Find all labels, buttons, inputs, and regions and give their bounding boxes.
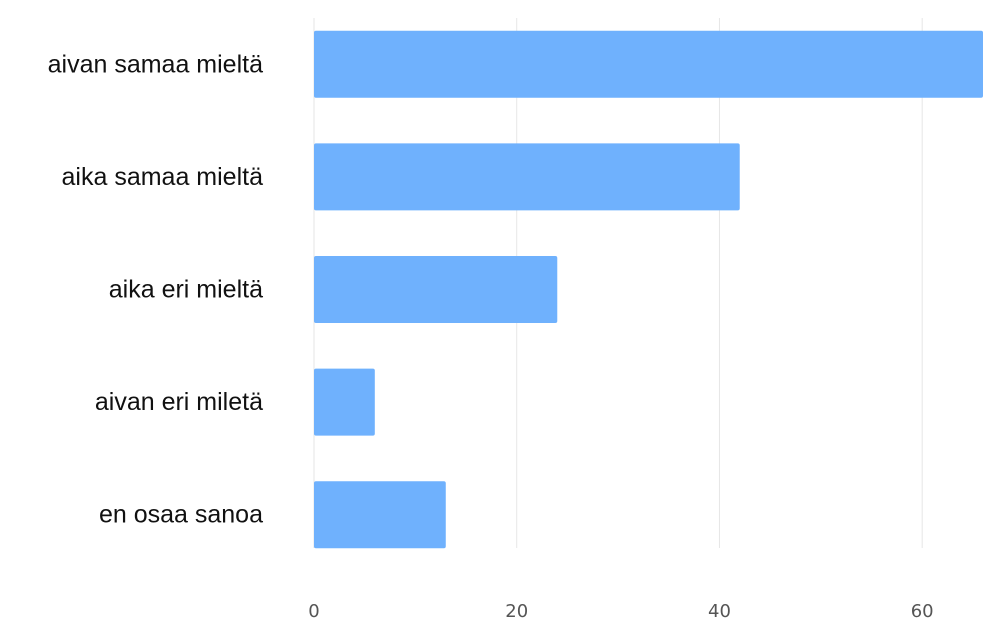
x-tick-label-60: 60 xyxy=(911,601,934,621)
category-label-2: aika eri mieltä xyxy=(109,276,263,304)
x-tick-label-0: 0 xyxy=(308,601,319,621)
bar-3[interactable] xyxy=(314,368,375,436)
bar-0[interactable] xyxy=(314,30,983,98)
category-label-4: en osaa sanoa xyxy=(99,501,263,529)
x-tick-label-20: 20 xyxy=(505,601,528,621)
bar-4[interactable] xyxy=(314,481,446,549)
category-label-0: aivan samaa mieltä xyxy=(48,50,263,78)
x-axis-ticks: 0 20 40 60 xyxy=(308,601,933,621)
category-labels: aivan samaa mieltä aika samaa mieltä aika … xyxy=(48,50,263,528)
category-label-1: aika samaa mieltä xyxy=(62,163,264,191)
bar-2[interactable] xyxy=(314,256,558,323)
bars xyxy=(314,30,983,549)
bar-1[interactable] xyxy=(314,143,740,211)
x-tick-label-40: 40 xyxy=(708,601,731,621)
category-label-3: aivan eri miletä xyxy=(95,388,263,416)
